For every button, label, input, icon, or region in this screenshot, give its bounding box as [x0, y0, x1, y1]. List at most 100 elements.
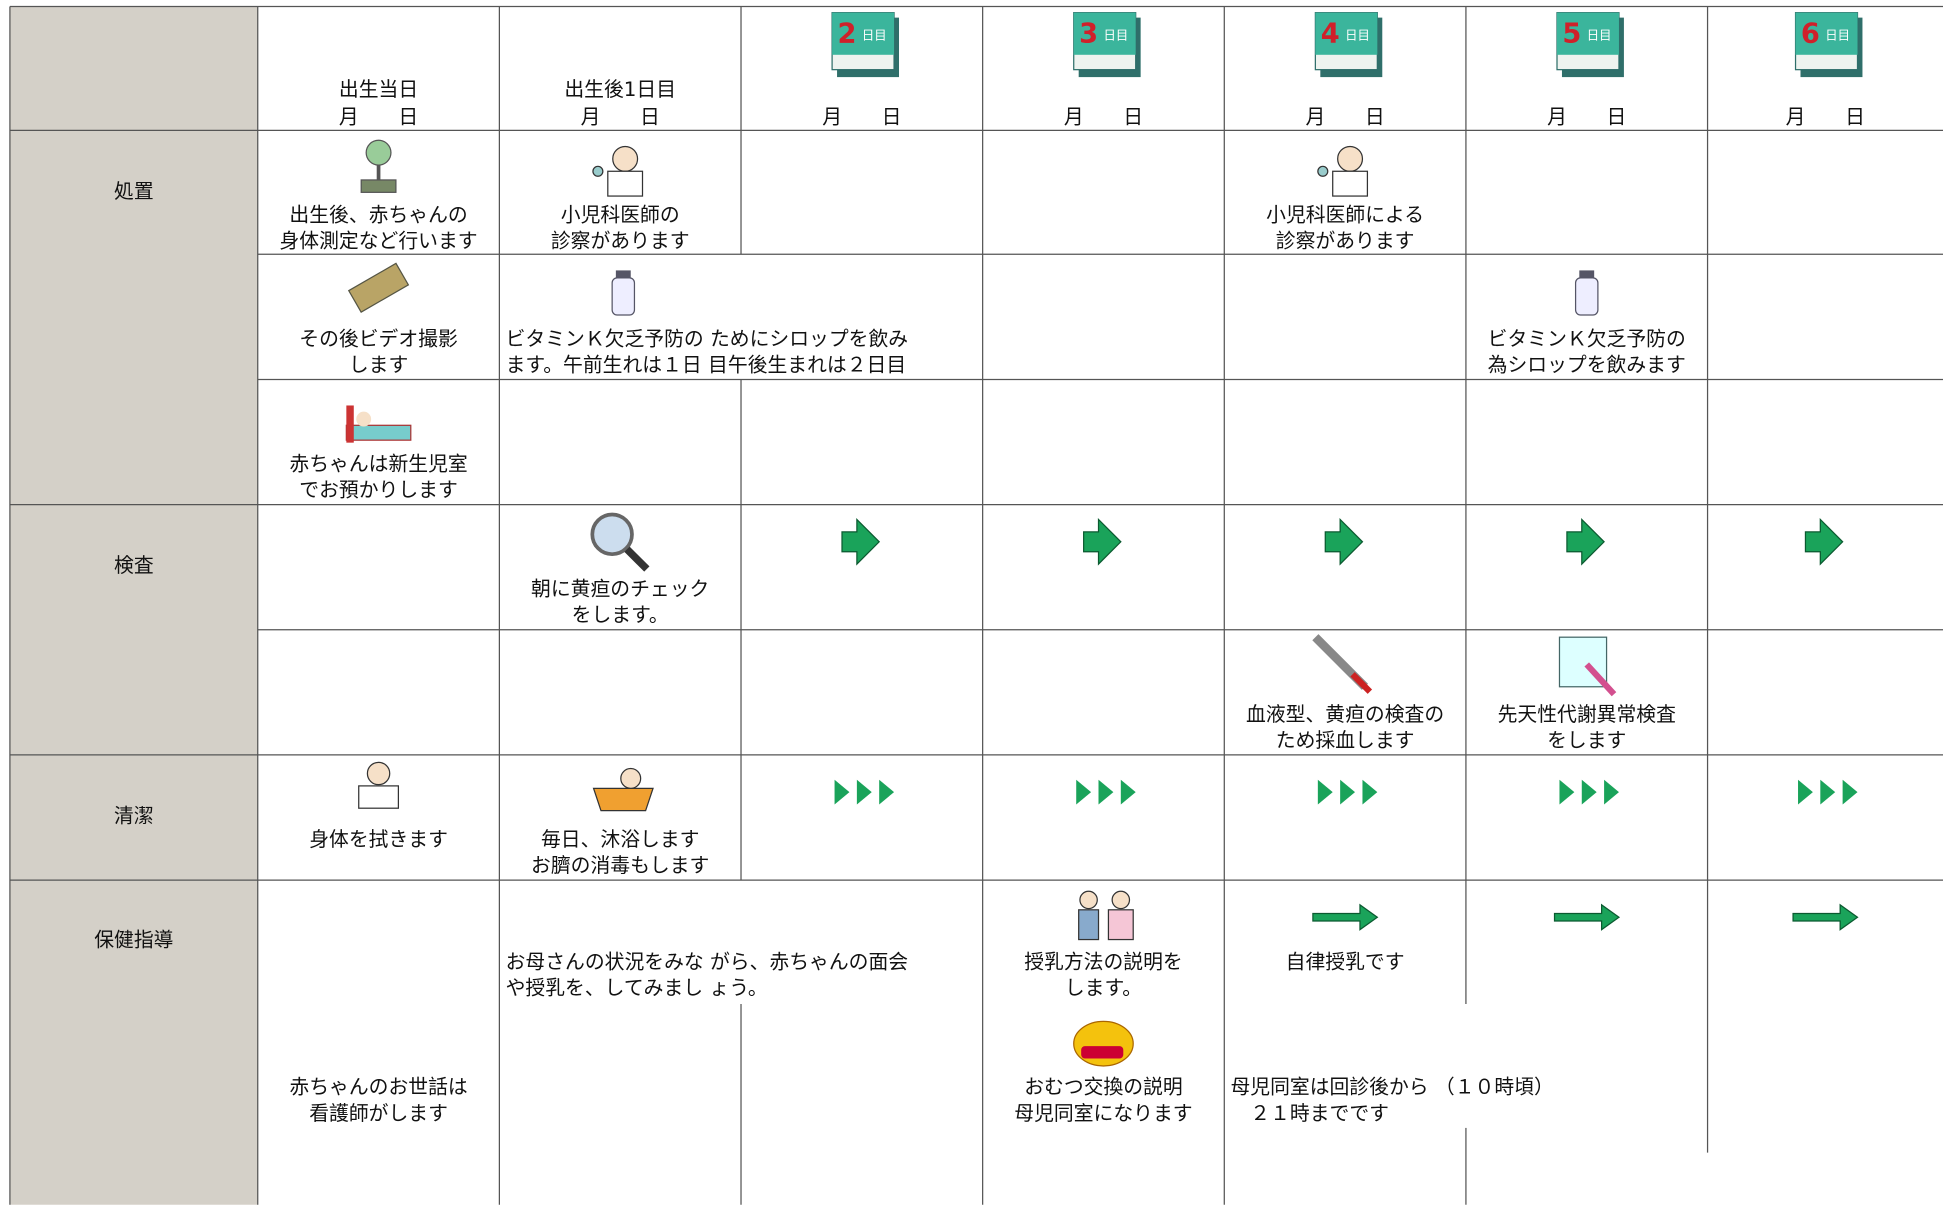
arrow-icon — [1324, 517, 1364, 566]
cell-text: 毎日、沐浴します — [541, 828, 700, 851]
header-date: 月 日 — [1305, 105, 1384, 128]
arrow-shape — [1842, 779, 1858, 805]
cell-text: でお預かりします — [299, 478, 458, 501]
bath-icon — [592, 767, 654, 812]
cell-text: ビタミンＫ欠乏予防の ためにシロップを飲み — [506, 327, 909, 350]
arrow-shape — [1553, 903, 1621, 931]
long-arrow-icon — [1312, 903, 1379, 931]
bed-icon — [345, 405, 412, 443]
dial — [365, 139, 392, 166]
cell-text: 先天性代謝異常検査 — [1498, 703, 1677, 726]
tape — [347, 262, 410, 313]
point-icon — [1073, 1020, 1134, 1067]
cell-text: をします — [1547, 729, 1626, 752]
long-arrow-icon — [1553, 903, 1621, 931]
cell-text: 母児同室は回診後から （１０時頃） — [1230, 1076, 1553, 1099]
arrow-shape — [1076, 779, 1092, 805]
cell-text: ます。午前生れは１日 目午後生まれは２日目 — [506, 353, 907, 376]
arrow-shape — [1581, 779, 1597, 805]
triple-arrow-icon — [1559, 779, 1619, 805]
headboard — [346, 405, 354, 443]
header-date: 月 日 — [339, 105, 418, 128]
arrow-shape — [1317, 779, 1333, 805]
arrow-shape — [834, 779, 850, 805]
cell-text: 朝に黄疸のチェック — [531, 578, 709, 601]
arrow-shape — [1804, 517, 1844, 566]
handle — [624, 546, 650, 572]
baby — [356, 411, 372, 427]
badge-band — [1315, 12, 1378, 55]
cell-text: 身体測定など行います — [279, 229, 477, 252]
header-date: 月 日 — [1547, 105, 1626, 128]
triple-arrow-icon — [834, 779, 895, 805]
badge-number: 6 — [1801, 18, 1820, 49]
badge-band — [832, 12, 895, 55]
bottle — [1574, 277, 1599, 316]
badge-number: 2 — [837, 18, 856, 49]
head — [1111, 890, 1131, 910]
arrow-shape — [856, 779, 872, 805]
bed — [345, 424, 412, 441]
badge-unit: 日目 — [1825, 28, 1850, 43]
cell-text: ２１時までです — [1230, 1102, 1389, 1125]
cell-text: ビタミンＫ欠乏予防の — [1488, 327, 1686, 350]
header-date: 月 日 — [1064, 105, 1143, 128]
badge-number: 3 — [1079, 18, 1098, 49]
badge-number: 4 — [1321, 18, 1340, 49]
cell-text: お臍の消毒もします — [531, 854, 709, 877]
arrow-shape — [841, 517, 881, 566]
cell-text: お母さんの状況をみな がら、赤ちゃんの面会 — [506, 951, 909, 974]
arrow-shape — [1559, 779, 1575, 805]
arrow-shape — [1340, 779, 1356, 805]
cell-text: おむつ交換の説明 — [1024, 1076, 1183, 1099]
cell-text: や授乳を、してみまし ょう。 — [506, 977, 768, 1000]
triple-arrow-icon — [1317, 779, 1378, 805]
arrow-icon — [1566, 517, 1605, 566]
head — [1337, 145, 1364, 172]
badge-band — [1557, 12, 1619, 55]
body — [1107, 909, 1134, 941]
cell-text: 看護師がします — [309, 1102, 448, 1125]
cell-text: します。 — [1065, 977, 1142, 1000]
cell-text: 出生後、赤ちゃんの — [289, 203, 467, 226]
cell-text: その後ビデオ撮影 — [299, 327, 458, 350]
arrow-icon — [1804, 517, 1844, 566]
base — [360, 179, 397, 193]
magnifier-icon — [590, 512, 650, 572]
category-label: 処置 — [114, 180, 154, 203]
arrow-shape — [1098, 779, 1114, 805]
header-date: 月 日 — [581, 105, 660, 128]
arrow-shape — [1120, 779, 1136, 805]
arrow-shape — [1566, 517, 1605, 566]
head — [620, 767, 642, 789]
badge-band — [1073, 12, 1136, 55]
plunger — [1350, 672, 1373, 694]
header-label: 出生後1日目 — [564, 78, 676, 101]
stethoscope — [592, 165, 604, 177]
badge-band — [1795, 12, 1858, 55]
category-label: 保健指導 — [94, 928, 173, 951]
badge-unit: 日目 — [862, 28, 887, 43]
cell-text: をします。 — [572, 604, 669, 627]
cell-text: します — [349, 353, 408, 376]
category-label: 検査 — [114, 554, 154, 577]
notepad-icon — [1558, 636, 1617, 697]
arrow-shape — [1820, 779, 1836, 805]
arrow-icon — [841, 517, 881, 566]
arrow-shape — [879, 779, 895, 805]
header-date: 月 日 — [1786, 105, 1865, 128]
doctor-icon — [1317, 145, 1369, 197]
arrow-shape — [1083, 517, 1122, 566]
lens — [590, 512, 634, 557]
cell-text: 小児科医師の — [561, 203, 680, 226]
header-label: 出生当日 — [339, 78, 418, 101]
cell-text: 授乳方法の説明を — [1024, 951, 1183, 974]
arrow-shape — [1798, 779, 1813, 805]
scale-icon — [360, 139, 397, 193]
arrow-shape — [1324, 517, 1364, 566]
wipe-icon — [358, 761, 400, 809]
cell-text: 小児科医師による — [1266, 203, 1424, 226]
triple-arrow-icon — [1798, 779, 1858, 805]
